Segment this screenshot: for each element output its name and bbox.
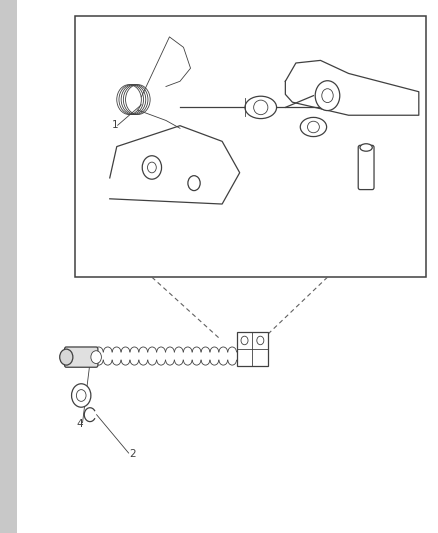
Ellipse shape (91, 351, 101, 364)
Ellipse shape (300, 117, 326, 136)
FancyBboxPatch shape (357, 146, 373, 190)
Ellipse shape (359, 144, 371, 151)
Circle shape (71, 384, 91, 407)
Text: 2: 2 (129, 449, 136, 459)
Circle shape (142, 156, 161, 179)
Bar (236, 332, 268, 367)
Bar (74, 16, 425, 277)
Bar (0, 0, 17, 533)
Polygon shape (110, 126, 239, 204)
Circle shape (314, 80, 339, 110)
Circle shape (187, 176, 200, 191)
Ellipse shape (60, 349, 73, 365)
Polygon shape (285, 60, 418, 115)
FancyBboxPatch shape (64, 347, 98, 367)
Ellipse shape (244, 96, 276, 118)
Text: 4: 4 (77, 419, 83, 429)
Text: 1: 1 (112, 120, 118, 130)
